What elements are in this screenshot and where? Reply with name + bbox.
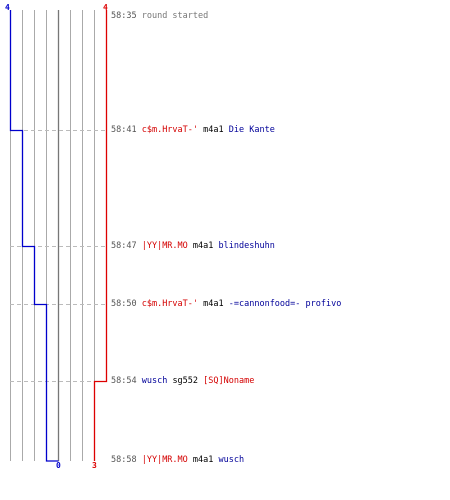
event-time: 58:50 (111, 299, 137, 309)
blue-end-score: 0 (56, 461, 61, 470)
red-start-score: 4 (103, 3, 108, 12)
victim-name: -=cannonfood=- profivo (228, 299, 342, 309)
event-message: round started (141, 11, 209, 21)
killer-name: c$m.HrvaT-' (141, 125, 199, 135)
kill-event: 58:47 |YY|MR.MO m4a1 blindeshuhn (111, 241, 275, 252)
kill-event: 58:54 wusch sg552 [SQ]Noname (111, 376, 254, 387)
victim-name: wusch (218, 455, 245, 465)
killer-name: |YY|MR.MO (141, 455, 188, 465)
killer-name: c$m.HrvaT-' (141, 299, 199, 309)
weapon-name: sg552 (172, 376, 199, 386)
victim-name: [SQ]Noname (203, 376, 255, 386)
victim-name: Die Kante (228, 125, 275, 135)
kill-event: 58:50 c$m.HrvaT-' m4a1 -=cannonfood=- pr… (111, 299, 341, 310)
round-score-graph: 4 4 0 3 (5, 3, 108, 470)
weapon-name: m4a1 (192, 241, 214, 251)
kill-event: 58:58 |YY|MR.MO m4a1 wusch (111, 455, 244, 466)
weapon-name: m4a1 (203, 125, 224, 135)
weapon-name: m4a1 (203, 299, 224, 309)
event-round-start: 58:35 round started (111, 11, 208, 22)
grid-lines (10, 10, 95, 461)
event-time: 58:58 (111, 455, 137, 465)
killer-name: |YY|MR.MO (141, 241, 188, 251)
red-end-score: 3 (92, 461, 97, 470)
blue-team-score-line (9, 10, 59, 462)
event-time: 58:41 (111, 125, 137, 135)
event-time: 58:47 (111, 241, 137, 251)
blue-start-score: 4 (5, 3, 10, 12)
weapon-name: m4a1 (192, 455, 214, 465)
killer-name: wusch (141, 376, 168, 386)
victim-name: blindeshuhn (218, 241, 275, 251)
event-time: 58:35 (111, 11, 137, 21)
event-time: 58:54 (111, 376, 137, 386)
red-team-score-line (93, 10, 108, 461)
kill-event: 58:41 c$m.HrvaT-' m4a1 Die Kante (111, 125, 275, 136)
